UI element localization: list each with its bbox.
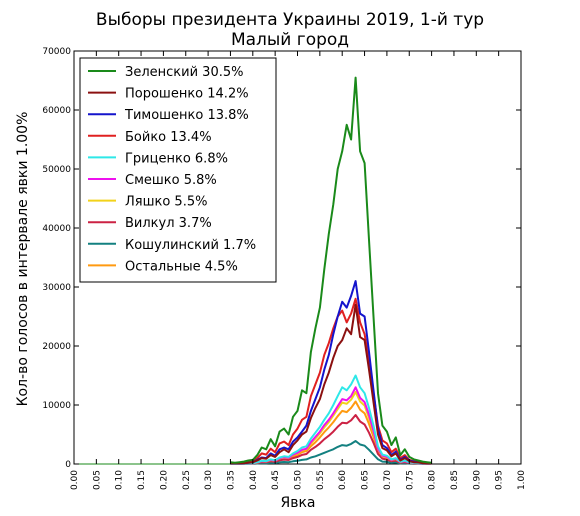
series-line-2 <box>230 280 432 465</box>
legend-label-3: Бойко 13.4% <box>125 130 212 145</box>
y-tick-label-1: 10000 <box>42 401 71 411</box>
x-tick-label-18: 0.90 <box>472 470 482 490</box>
legend-label-9: Остальные 4.5% <box>125 259 238 274</box>
y-tick-label-6: 60000 <box>42 106 71 116</box>
legend-label-8: Кошулинский 1.7% <box>125 238 256 253</box>
x-tick-label-5: 0.25 <box>182 470 192 490</box>
x-tick-label-1: 0.05 <box>92 470 102 490</box>
series-line-3 <box>230 297 432 465</box>
x-tick-label-4: 0.20 <box>159 470 169 490</box>
legend: Зеленский 30.5% Порошенко 14.2% Тимошенко … <box>79 57 277 283</box>
x-tick-label-6: 0.30 <box>204 470 214 490</box>
y-tick-label-4: 40000 <box>42 224 71 234</box>
x-tick-label-10: 0.50 <box>294 470 304 490</box>
x-tick-label-7: 0.35 <box>226 470 236 490</box>
y-tick-label-3: 30000 <box>42 283 71 293</box>
series-line-0 <box>230 76 432 464</box>
x-tick-label-15: 0.75 <box>405 470 415 490</box>
legend-label-0: Зеленский 30.5% <box>125 65 243 80</box>
x-tick-label-13: 0.65 <box>361 470 371 490</box>
legend-label-5: Смешко 5.8% <box>125 173 217 188</box>
y-tick-label-0: 0 <box>65 460 71 470</box>
legend-label-7: Вилкул 3.7% <box>125 216 212 231</box>
x-tick-label-12: 0.60 <box>338 470 348 490</box>
legend-label-6: Ляшко 5.5% <box>125 195 207 210</box>
chart-title: Выборы президента Украины 2019, 1-й тур <box>96 10 484 30</box>
y-tick-label-2: 20000 <box>42 342 71 352</box>
chart-subtitle: Малый город <box>231 30 349 50</box>
x-tick-label-20: 1.00 <box>517 470 527 490</box>
axis-ticks: 0.00 0.05 0.10 0.15 0.20 0.25 0.30 0.35 0.40 0.45… <box>42 47 527 490</box>
legend-label-4: Гриценко 6.8% <box>125 151 228 166</box>
x-tick-label-19: 0.95 <box>495 470 505 490</box>
y-axis-label: Кол-во голосов в интервале явки 1.00% <box>15 112 31 407</box>
x-axis-label: Явка <box>280 495 315 511</box>
legend-label-1: Порошенко 14.2% <box>125 87 249 102</box>
series-line-1 <box>230 303 432 465</box>
x-tick-label-2: 0.10 <box>115 470 125 490</box>
plot-lines <box>74 76 432 465</box>
x-tick-label-14: 0.70 <box>383 470 393 490</box>
legend-label-2: Тимошенко 13.8% <box>124 108 249 123</box>
x-tick-label-17: 0.85 <box>450 470 460 490</box>
y-tick-label-7: 70000 <box>42 47 71 57</box>
x-tick-label-0: 0.00 <box>70 470 80 490</box>
x-tick-label-9: 0.45 <box>271 470 281 490</box>
x-tick-label-8: 0.40 <box>249 470 259 490</box>
x-tick-label-16: 0.80 <box>428 470 438 490</box>
y-tick-label-5: 50000 <box>42 165 71 175</box>
x-tick-label-11: 0.55 <box>316 470 326 490</box>
series-line-4 <box>230 374 432 465</box>
x-tick-label-3: 0.15 <box>137 470 147 490</box>
